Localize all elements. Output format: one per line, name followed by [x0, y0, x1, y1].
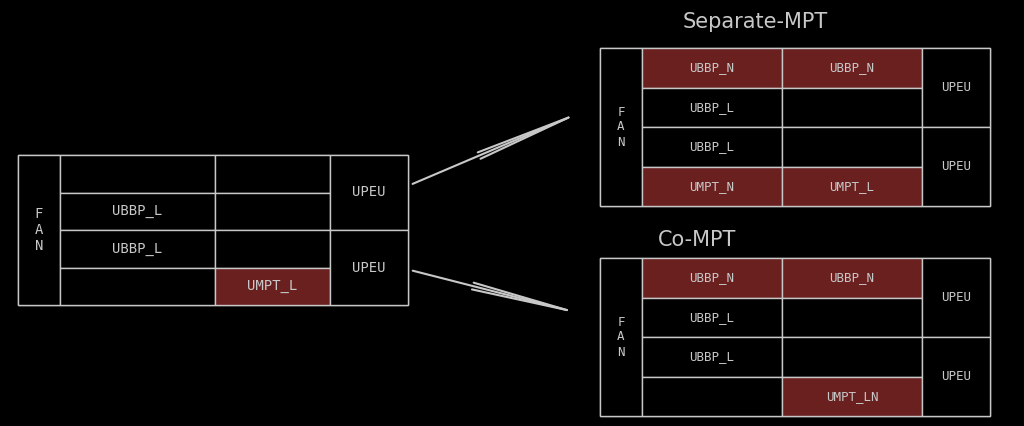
Bar — [782, 377, 922, 416]
Bar — [922, 337, 990, 416]
Text: UPEU: UPEU — [941, 291, 971, 304]
Bar — [330, 230, 408, 305]
Text: Separate-MPT: Separate-MPT — [682, 12, 827, 32]
Text: UBBP_L: UBBP_L — [113, 204, 163, 218]
Bar — [782, 258, 922, 297]
Bar — [642, 377, 782, 416]
Text: UBBP_N: UBBP_N — [829, 271, 874, 284]
Bar — [600, 258, 990, 416]
Bar — [60, 230, 215, 268]
Bar — [60, 193, 215, 230]
Bar — [642, 167, 782, 206]
Bar — [18, 155, 408, 305]
Bar — [922, 48, 990, 127]
Bar — [642, 258, 782, 297]
Text: UMPT_LN: UMPT_LN — [825, 390, 879, 403]
Text: UBBP_L: UBBP_L — [689, 140, 734, 153]
Text: UBBP_L: UBBP_L — [689, 311, 734, 324]
Text: UMPT_L: UMPT_L — [829, 180, 874, 193]
Bar — [782, 167, 922, 206]
Bar — [922, 258, 990, 337]
Bar — [18, 155, 60, 305]
Bar — [330, 155, 408, 230]
Bar — [782, 337, 922, 377]
Text: UBBP_N: UBBP_N — [829, 61, 874, 74]
Text: UBBP_L: UBBP_L — [113, 242, 163, 256]
Bar — [782, 87, 922, 127]
Text: UBBP_N: UBBP_N — [689, 61, 734, 74]
Text: UBBP_N: UBBP_N — [689, 271, 734, 284]
Bar — [60, 155, 215, 193]
Bar — [922, 127, 990, 206]
Text: UPEU: UPEU — [352, 261, 386, 274]
Bar — [215, 193, 330, 230]
Text: UBBP_L: UBBP_L — [689, 350, 734, 363]
Bar — [782, 48, 922, 87]
Bar — [642, 87, 782, 127]
Text: F
A
N: F A N — [617, 316, 625, 359]
Bar — [642, 297, 782, 337]
Text: UPEU: UPEU — [941, 160, 971, 173]
Bar — [215, 230, 330, 268]
Text: F
A
N: F A N — [35, 207, 43, 253]
Text: F
A
N: F A N — [617, 106, 625, 149]
Bar — [600, 48, 642, 206]
Bar — [600, 48, 990, 206]
Bar — [215, 155, 330, 193]
Bar — [642, 48, 782, 87]
Bar — [782, 127, 922, 167]
Text: UPEU: UPEU — [941, 370, 971, 383]
Text: UMPT_L: UMPT_L — [248, 279, 298, 293]
Bar — [600, 258, 642, 416]
Bar — [642, 337, 782, 377]
Bar — [642, 127, 782, 167]
Text: UPEU: UPEU — [941, 81, 971, 94]
Bar — [60, 268, 215, 305]
Text: UBBP_L: UBBP_L — [689, 101, 734, 114]
Text: Co-MPT: Co-MPT — [658, 230, 736, 250]
Text: UMPT_N: UMPT_N — [689, 180, 734, 193]
Text: UPEU: UPEU — [352, 185, 386, 199]
Bar — [782, 297, 922, 337]
Bar — [215, 268, 330, 305]
